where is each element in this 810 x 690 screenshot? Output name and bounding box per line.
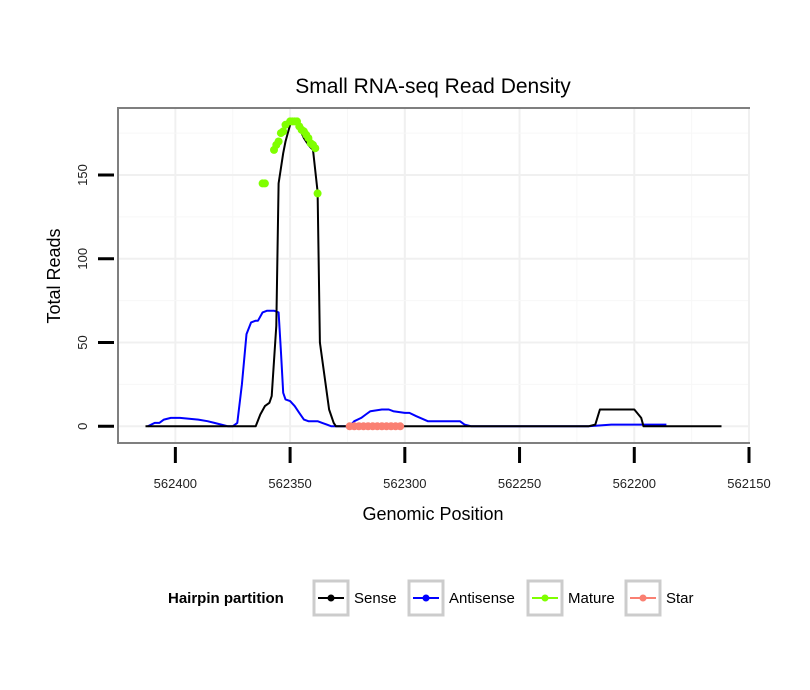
legend-key-point — [422, 594, 430, 602]
legend-key-point — [541, 594, 549, 602]
mature-point — [274, 137, 283, 146]
legend-key-point — [639, 594, 647, 602]
x-tick-label: 562300 — [383, 476, 426, 491]
chart-title: Small RNA-seq Read Density — [295, 75, 571, 98]
x-tick-label: 562150 — [727, 476, 770, 491]
mature-point — [313, 189, 322, 198]
x-tick-label: 562200 — [613, 476, 656, 491]
mature-point — [279, 127, 288, 136]
star-point — [396, 422, 405, 431]
legend: Hairpin partition Sense Antisense Mature St… — [168, 579, 694, 617]
y-tick-label: 50 — [75, 335, 90, 349]
plot-panel — [117, 107, 750, 444]
legend-key-point — [327, 594, 335, 602]
x-tick-label: 562400 — [154, 476, 197, 491]
x-tick-label: 562250 — [498, 476, 541, 491]
mature-point — [260, 179, 269, 188]
x-axis-label: Genomic Position — [362, 504, 503, 524]
x-tick-label: 562350 — [268, 476, 311, 491]
series-line-sense — [145, 120, 722, 428]
mature-point — [311, 144, 320, 153]
y-tick-label: 100 — [75, 248, 90, 270]
series-layer — [145, 117, 722, 431]
legend-title: Hairpin partition — [168, 590, 284, 607]
y-axis-label: Total Reads — [44, 228, 64, 323]
y-axis: 0 50 100 150 — [75, 164, 114, 430]
y-tick-label: 0 — [75, 423, 90, 430]
x-axis: 562400 562350 562300 562250 562200 562150 — [154, 447, 771, 491]
legend-label-mature: Mature — [568, 590, 615, 607]
legend-label-sense: Sense — [354, 590, 397, 607]
y-tick-label: 150 — [75, 164, 90, 186]
legend-label-star: Star — [666, 590, 694, 607]
legend-label-antisense: Antisense — [449, 590, 515, 607]
